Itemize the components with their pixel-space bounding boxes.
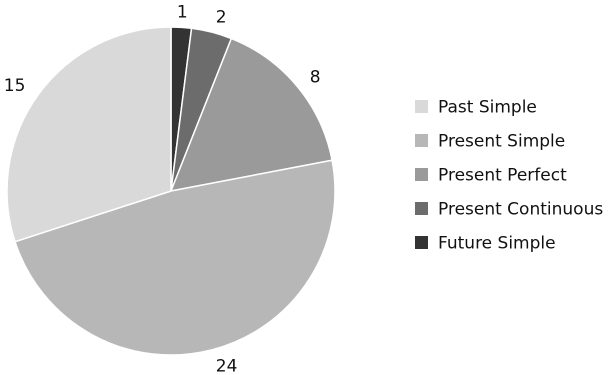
- legend-item-past-simple: Past Simple: [415, 98, 537, 118]
- data-label-past-simple: 15: [4, 76, 26, 96]
- data-label-present-continuous: 2: [216, 8, 227, 28]
- legend-swatch-future-simple: [415, 236, 428, 249]
- data-label-present-perfect: 8: [310, 67, 321, 87]
- legend-item-present-continuous: Present Continuous: [415, 200, 603, 220]
- legend-item-present-perfect: Present Perfect: [415, 166, 567, 186]
- legend: Past Simple Present Simple Present Perfect…: [415, 98, 603, 254]
- legend-label-future-simple: Future Simple: [438, 234, 556, 254]
- legend-label-present-perfect: Present Perfect: [438, 166, 567, 186]
- pie-data-labels: 1 2 8 24 15: [4, 2, 321, 375]
- data-label-present-simple: 24: [216, 356, 238, 375]
- legend-swatch-past-simple: [415, 100, 428, 113]
- pie-slice-present-perfect: [169, 37, 333, 192]
- legend-label-present-continuous: Present Continuous: [438, 200, 603, 220]
- pie-slice-past-simple: [6, 26, 172, 243]
- legend-item-present-simple: Present Simple: [415, 132, 565, 152]
- pie-slice-present-simple: [14, 159, 336, 356]
- pie-slices: [6, 26, 336, 356]
- legend-swatch-present-continuous: [415, 202, 428, 215]
- legend-swatch-present-perfect: [415, 168, 428, 181]
- data-label-future-simple: 1: [177, 2, 188, 22]
- legend-label-present-simple: Present Simple: [438, 132, 565, 152]
- legend-label-past-simple: Past Simple: [438, 98, 537, 118]
- legend-swatch-present-simple: [415, 134, 428, 147]
- legend-item-future-simple: Future Simple: [415, 234, 556, 254]
